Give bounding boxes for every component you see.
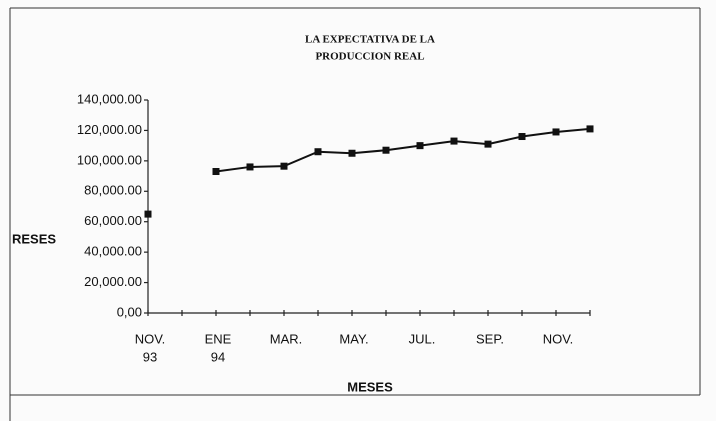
chart-title: LA EXPECTATIVA DE LA bbox=[305, 34, 435, 46]
x-tick-label: JUL. bbox=[409, 331, 436, 346]
marker bbox=[586, 125, 594, 133]
marker bbox=[280, 162, 288, 170]
marker bbox=[348, 149, 356, 157]
y-axis-label: RESES bbox=[12, 231, 56, 246]
y-tick-label: 60,000.00 bbox=[84, 213, 142, 228]
y-tick-label: 40,000.00 bbox=[84, 244, 142, 259]
x-tick-label: MAR. bbox=[270, 331, 303, 346]
marker bbox=[552, 128, 560, 136]
marker bbox=[518, 133, 526, 141]
x-tick-label: NOV. bbox=[543, 331, 574, 346]
y-tick-label: 140,000.00 bbox=[77, 91, 142, 106]
marker bbox=[450, 137, 458, 145]
x-tick-label: 93 bbox=[143, 349, 157, 364]
x-tick-label: MAY. bbox=[339, 331, 368, 346]
marker bbox=[246, 163, 254, 171]
x-tick-label: ENE bbox=[205, 331, 232, 346]
x-tick-label: 94 bbox=[211, 349, 225, 364]
marker bbox=[382, 146, 390, 154]
y-tick-label: 80,000.00 bbox=[84, 183, 142, 198]
series-line bbox=[215, 127, 591, 173]
y-tick-label: 20,000.00 bbox=[84, 274, 142, 289]
x-axis-label: MESES bbox=[347, 379, 393, 394]
marker bbox=[484, 140, 492, 148]
y-tick-label: 0,00 bbox=[117, 304, 142, 319]
marker bbox=[314, 148, 322, 156]
marker bbox=[212, 168, 220, 176]
y-tick-label: 100,000.00 bbox=[77, 152, 142, 167]
x-tick-label: NOV. bbox=[135, 331, 166, 346]
marker bbox=[416, 142, 424, 150]
y-tick-label: 120,000.00 bbox=[77, 122, 142, 137]
marker bbox=[144, 210, 152, 218]
chart-title: PRODUCCION REAL bbox=[315, 51, 424, 63]
x-tick-label: SEP. bbox=[476, 331, 504, 346]
